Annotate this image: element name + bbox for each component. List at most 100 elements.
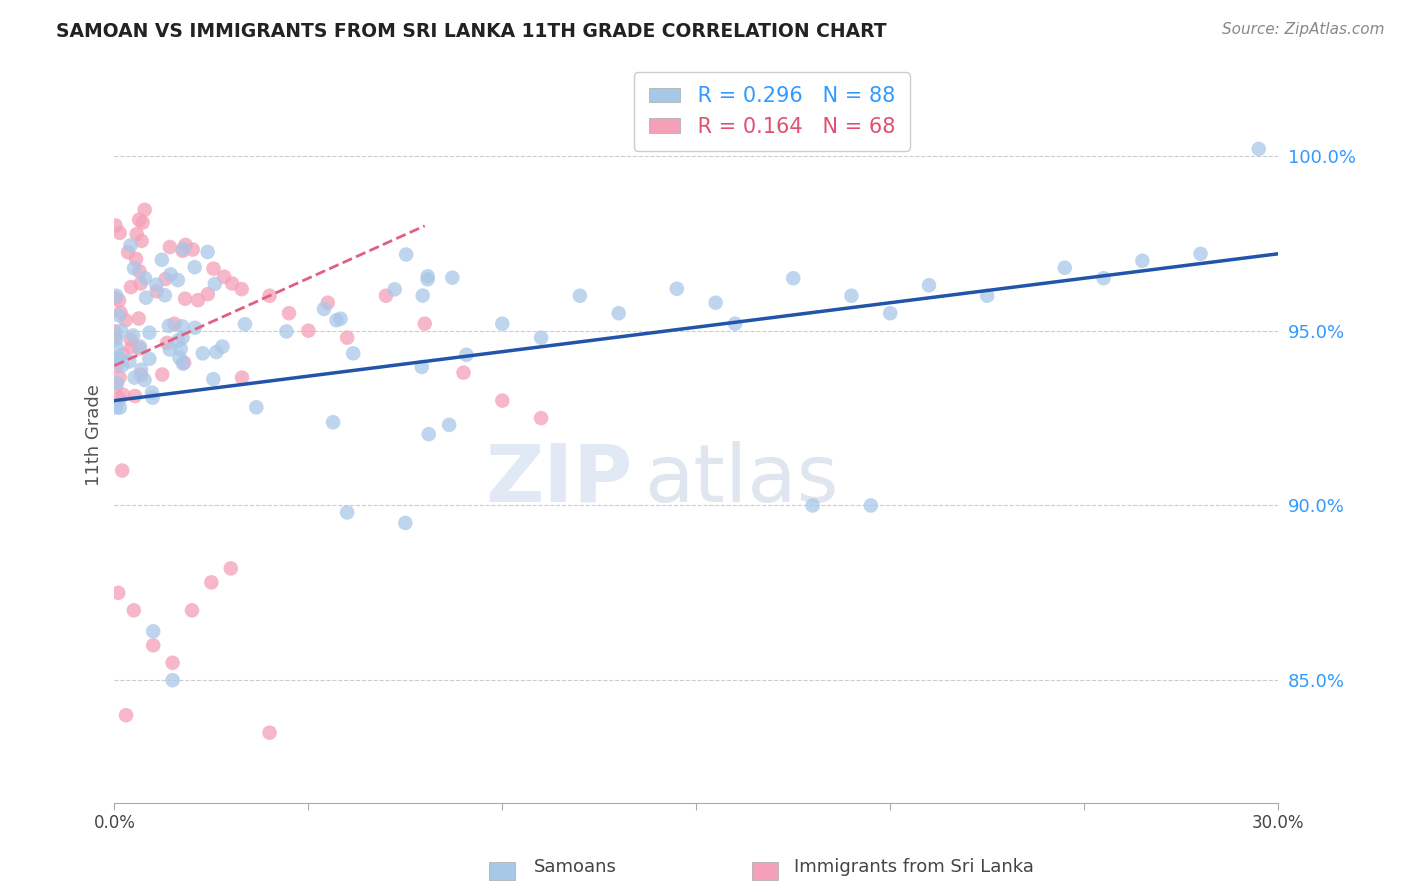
Point	[416, 272, 439, 286]
Point	[138, 326, 160, 340]
Point	[114, 313, 136, 327]
Point	[134, 271, 156, 285]
Point	[1053, 260, 1076, 275]
Point	[124, 370, 146, 384]
Point	[141, 385, 163, 400]
Point	[418, 427, 440, 442]
Point	[129, 362, 152, 376]
Point	[104, 291, 127, 305]
Point	[155, 272, 177, 286]
Point	[108, 392, 131, 406]
Point	[607, 306, 630, 320]
Point	[110, 305, 132, 319]
Point	[411, 359, 433, 374]
Text: Source: ZipAtlas.com: Source: ZipAtlas.com	[1222, 22, 1385, 37]
Text: SAMOAN VS IMMIGRANTS FROM SRI LANKA 11TH GRADE CORRELATION CHART: SAMOAN VS IMMIGRANTS FROM SRI LANKA 11TH…	[56, 22, 887, 41]
Point	[129, 368, 152, 382]
Point	[441, 270, 464, 285]
Point	[104, 351, 127, 366]
Point	[129, 277, 152, 291]
Point	[211, 339, 233, 353]
Point	[200, 575, 222, 590]
Point	[453, 366, 475, 380]
Point	[918, 278, 941, 293]
Point	[104, 330, 127, 344]
Point	[456, 348, 478, 362]
Point	[112, 388, 135, 402]
Point	[159, 240, 181, 254]
Point	[316, 295, 339, 310]
Point	[259, 725, 281, 739]
Point	[163, 317, 186, 331]
Point	[128, 212, 150, 227]
Point	[134, 202, 156, 217]
Point	[278, 306, 301, 320]
Point	[416, 269, 439, 284]
Point	[157, 318, 180, 333]
Point	[115, 708, 138, 723]
Point	[841, 289, 863, 303]
Point	[107, 586, 129, 600]
Point	[172, 330, 194, 344]
Point	[131, 234, 153, 248]
Point	[204, 277, 226, 291]
Point	[325, 313, 347, 327]
Point	[105, 376, 128, 391]
Point	[329, 311, 352, 326]
Point	[1189, 247, 1212, 261]
Point	[394, 516, 416, 530]
Point	[117, 245, 139, 260]
Point	[782, 271, 804, 285]
Point	[395, 247, 418, 261]
Point	[105, 359, 128, 373]
Point	[135, 291, 157, 305]
Point	[491, 317, 513, 331]
Point	[170, 342, 193, 356]
Point	[110, 324, 132, 338]
Point	[111, 463, 134, 477]
Point	[221, 277, 243, 291]
Point	[212, 269, 235, 284]
Point	[134, 373, 156, 387]
Point	[174, 292, 197, 306]
Text: ZIP: ZIP	[485, 441, 633, 518]
Point	[1247, 142, 1270, 156]
Point	[437, 417, 460, 432]
Point	[111, 359, 134, 373]
Point	[162, 673, 184, 688]
Point	[142, 624, 165, 639]
Point	[131, 215, 153, 229]
Point	[879, 306, 901, 320]
Point	[105, 341, 128, 355]
Point	[122, 328, 145, 343]
Point	[105, 332, 128, 346]
Point	[172, 244, 194, 258]
Point	[153, 288, 176, 302]
Point	[384, 282, 406, 296]
Point	[108, 293, 131, 308]
Point	[174, 238, 197, 252]
Text: Samoans: Samoans	[534, 858, 617, 876]
Point	[181, 243, 204, 257]
Point	[191, 346, 214, 360]
Point	[231, 370, 253, 384]
Point	[104, 380, 127, 394]
Point	[118, 354, 141, 368]
Point	[336, 506, 359, 520]
Point	[156, 335, 179, 350]
Point	[205, 345, 228, 359]
Point	[181, 603, 204, 617]
Point	[104, 219, 127, 233]
Y-axis label: 11th Grade: 11th Grade	[86, 384, 103, 486]
Text: atlas: atlas	[644, 441, 838, 518]
Point	[145, 277, 167, 292]
Point	[233, 317, 256, 331]
Point	[202, 372, 225, 386]
Point	[173, 355, 195, 369]
Point	[245, 401, 267, 415]
Point	[530, 411, 553, 425]
Point	[120, 333, 142, 347]
Point	[128, 264, 150, 278]
Point	[120, 280, 142, 294]
Point	[104, 401, 127, 415]
